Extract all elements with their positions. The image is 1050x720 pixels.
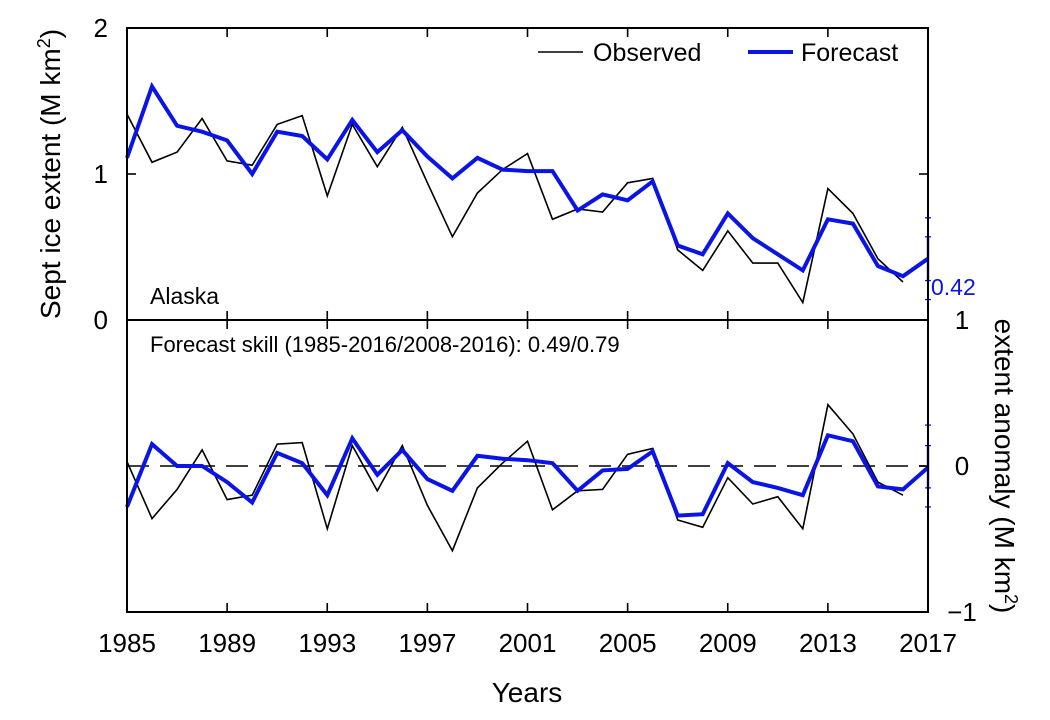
y-axis-title-left-main: Sept ice extent (M km [35,48,66,319]
axes-ticks: 1985 1989 1993 1997 2001 2005 2009 2013 2017 0 1 2 −… [94,13,977,658]
top-panel-plot [125,81,931,305]
y-axis-title-right-sup: 2 [1001,594,1021,604]
x-tick-label: 2017 [899,628,957,658]
y-axis-title-left-end: ) [35,29,66,38]
bottom-y-tick-label: 0 [955,451,969,481]
x-tick-label: 2013 [799,628,857,658]
legend: Observed Forecast [538,39,898,67]
bottom-observed-line [126,402,904,553]
bottom-y-tick-label: 1 [955,305,969,335]
x-tick-label: 2001 [499,628,557,658]
top-y-tick-label: 2 [94,13,108,43]
x-tick-label: 2009 [699,628,757,658]
bottom-forecast-line [125,432,930,518]
top-y-tick-label: 0 [94,305,108,335]
y-axis-title-left: Sept ice extent (M km2) [34,29,66,319]
y-axis-title-right-main: extent anomaly (M km [989,319,1020,594]
x-tick-label: 1993 [298,628,356,658]
top-observed-line [126,113,904,305]
x-tick-label: 1989 [198,628,256,658]
bottom-y-tick-label: −1 [947,597,977,627]
y-axis-title-left-sup: 2 [34,38,54,48]
x-tick-label: 1997 [398,628,456,658]
x-axis-title: Years [492,677,563,708]
region-label: Alaska [150,283,219,309]
top-y-tick-label: 1 [94,159,108,189]
legend-observed-label: Observed [593,39,701,67]
legend-forecast-label: Forecast [801,39,898,67]
bottom-panel-plot [125,402,931,553]
forecast-skill-text: Forecast skill (1985-2016/2008-2016): 0.… [150,332,620,357]
y-axis-title-right-end: ) [989,604,1020,613]
top-forecast-line [125,81,930,279]
forecast-2017-value-label: 0.42 [931,274,976,300]
x-tick-label: 1985 [98,628,156,658]
y-axis-title-right: extent anomaly (M km2) [989,319,1021,614]
x-tick-label: 2005 [599,628,657,658]
